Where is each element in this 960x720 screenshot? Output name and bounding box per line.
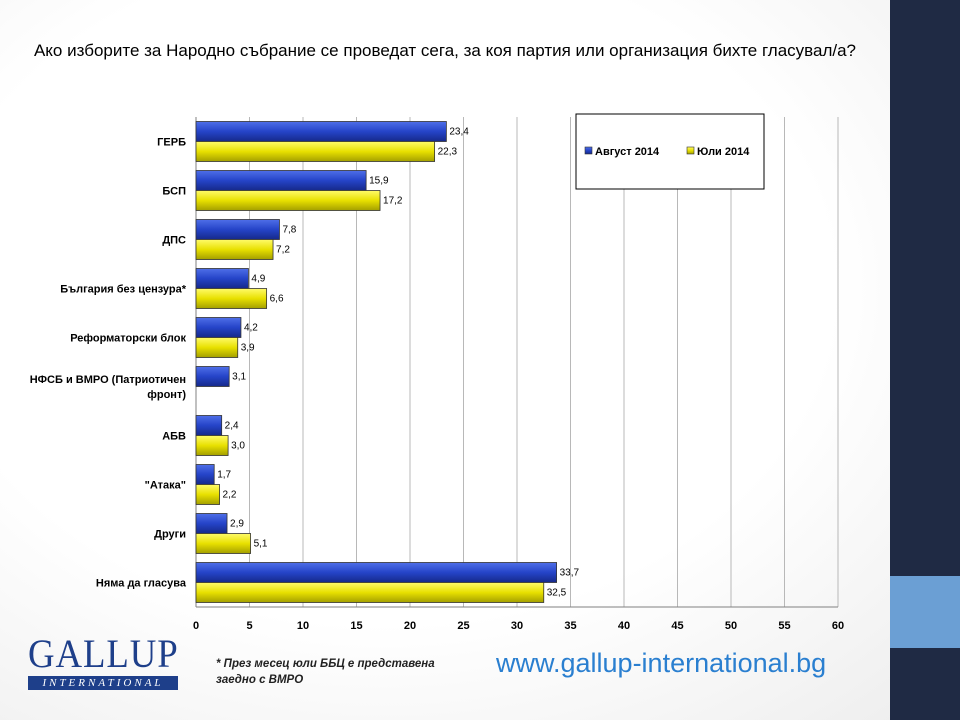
category-label: БСП — [162, 186, 186, 198]
category-label: Други — [154, 529, 186, 541]
data-label: 3,0 — [231, 441, 245, 452]
legend-swatch — [686, 146, 695, 155]
data-label: 17,2 — [383, 196, 403, 207]
x-tick-label: 5 — [246, 620, 252, 632]
bar — [195, 317, 242, 338]
data-label: 2,2 — [223, 490, 237, 501]
data-label: 22,3 — [438, 147, 458, 158]
bar — [195, 170, 367, 191]
data-label: 3,1 — [232, 372, 246, 383]
data-label: 6,6 — [270, 294, 284, 305]
data-label: 15,9 — [369, 176, 389, 187]
gallup-logo: GALLUP INTERNATIONAL — [28, 634, 178, 692]
category-label: АБВ — [162, 431, 186, 443]
x-tick-label: 15 — [350, 620, 362, 632]
bar — [195, 533, 251, 554]
bar — [195, 268, 249, 289]
legend-label: Август 2014 — [595, 146, 660, 158]
data-label: 7,2 — [276, 245, 290, 256]
bar — [195, 337, 239, 358]
website-link[interactable]: www.gallup-international.bg — [496, 648, 827, 678]
bar — [195, 288, 268, 309]
bar — [195, 484, 220, 505]
x-tick-label: 50 — [725, 620, 737, 632]
side-accent — [890, 576, 960, 648]
category-label: НФСБ и ВМРО (Патриотичен — [30, 374, 186, 386]
category-label: ГЕРБ — [157, 137, 186, 149]
data-label: 4,2 — [244, 323, 258, 334]
x-tick-label: 60 — [832, 620, 844, 632]
x-tick-label: 20 — [404, 620, 416, 632]
logo-sub: INTERNATIONAL — [28, 676, 178, 690]
bar-chart: 0 5 10 15 20 25 30 35 40 45 50 55 60 ГЕРБ 23,4 22,3 БСП 1… — [30, 113, 844, 632]
data-label: 32,5 — [547, 588, 567, 599]
x-tick-label: 35 — [564, 620, 576, 632]
data-label: 1,7 — [217, 470, 231, 481]
category-label: ДПС — [162, 235, 186, 247]
footnote: * През месец юли ББЦ е представена заедн… — [216, 658, 435, 686]
logo-name: GALLUP — [28, 631, 179, 676]
x-tick-label: 55 — [778, 620, 790, 632]
legend-swatch — [584, 146, 593, 155]
bar — [195, 190, 381, 211]
data-label: 2,9 — [230, 519, 244, 530]
data-label: 4,9 — [251, 274, 265, 285]
data-label: 5,1 — [254, 539, 268, 550]
legend-label: Юли 2014 — [697, 146, 750, 158]
bar — [195, 366, 230, 387]
x-tick-label: 0 — [193, 620, 199, 632]
x-tick-label: 10 — [297, 620, 309, 632]
chart-title: Ако изборите за Народно събрание се пров… — [33, 41, 857, 60]
bar — [195, 141, 436, 162]
category-label: фронт) — [147, 389, 186, 401]
category-label: Реформаторски блок — [70, 333, 186, 345]
x-tick-label: 25 — [457, 620, 469, 632]
x-tick-label: 40 — [618, 620, 630, 632]
data-label: 2,4 — [225, 421, 239, 432]
legend — [575, 113, 765, 190]
bar — [195, 415, 223, 436]
data-label: 7,8 — [282, 225, 296, 236]
bar — [195, 513, 228, 534]
data-label: 23,4 — [449, 127, 469, 138]
data-label: 33,7 — [560, 568, 580, 579]
bar — [195, 464, 215, 485]
x-tick-label: 30 — [511, 620, 523, 632]
bar — [195, 582, 545, 603]
bar — [195, 239, 274, 260]
category-label: България без цензура* — [60, 284, 187, 296]
category-label: "Атака" — [145, 480, 186, 492]
data-label: 3,9 — [241, 343, 255, 354]
bar — [195, 219, 280, 240]
x-tick-label: 45 — [671, 620, 683, 632]
bar — [195, 121, 447, 142]
bar — [195, 435, 229, 456]
bar — [195, 562, 557, 583]
category-label: Няма да гласува — [96, 578, 187, 590]
